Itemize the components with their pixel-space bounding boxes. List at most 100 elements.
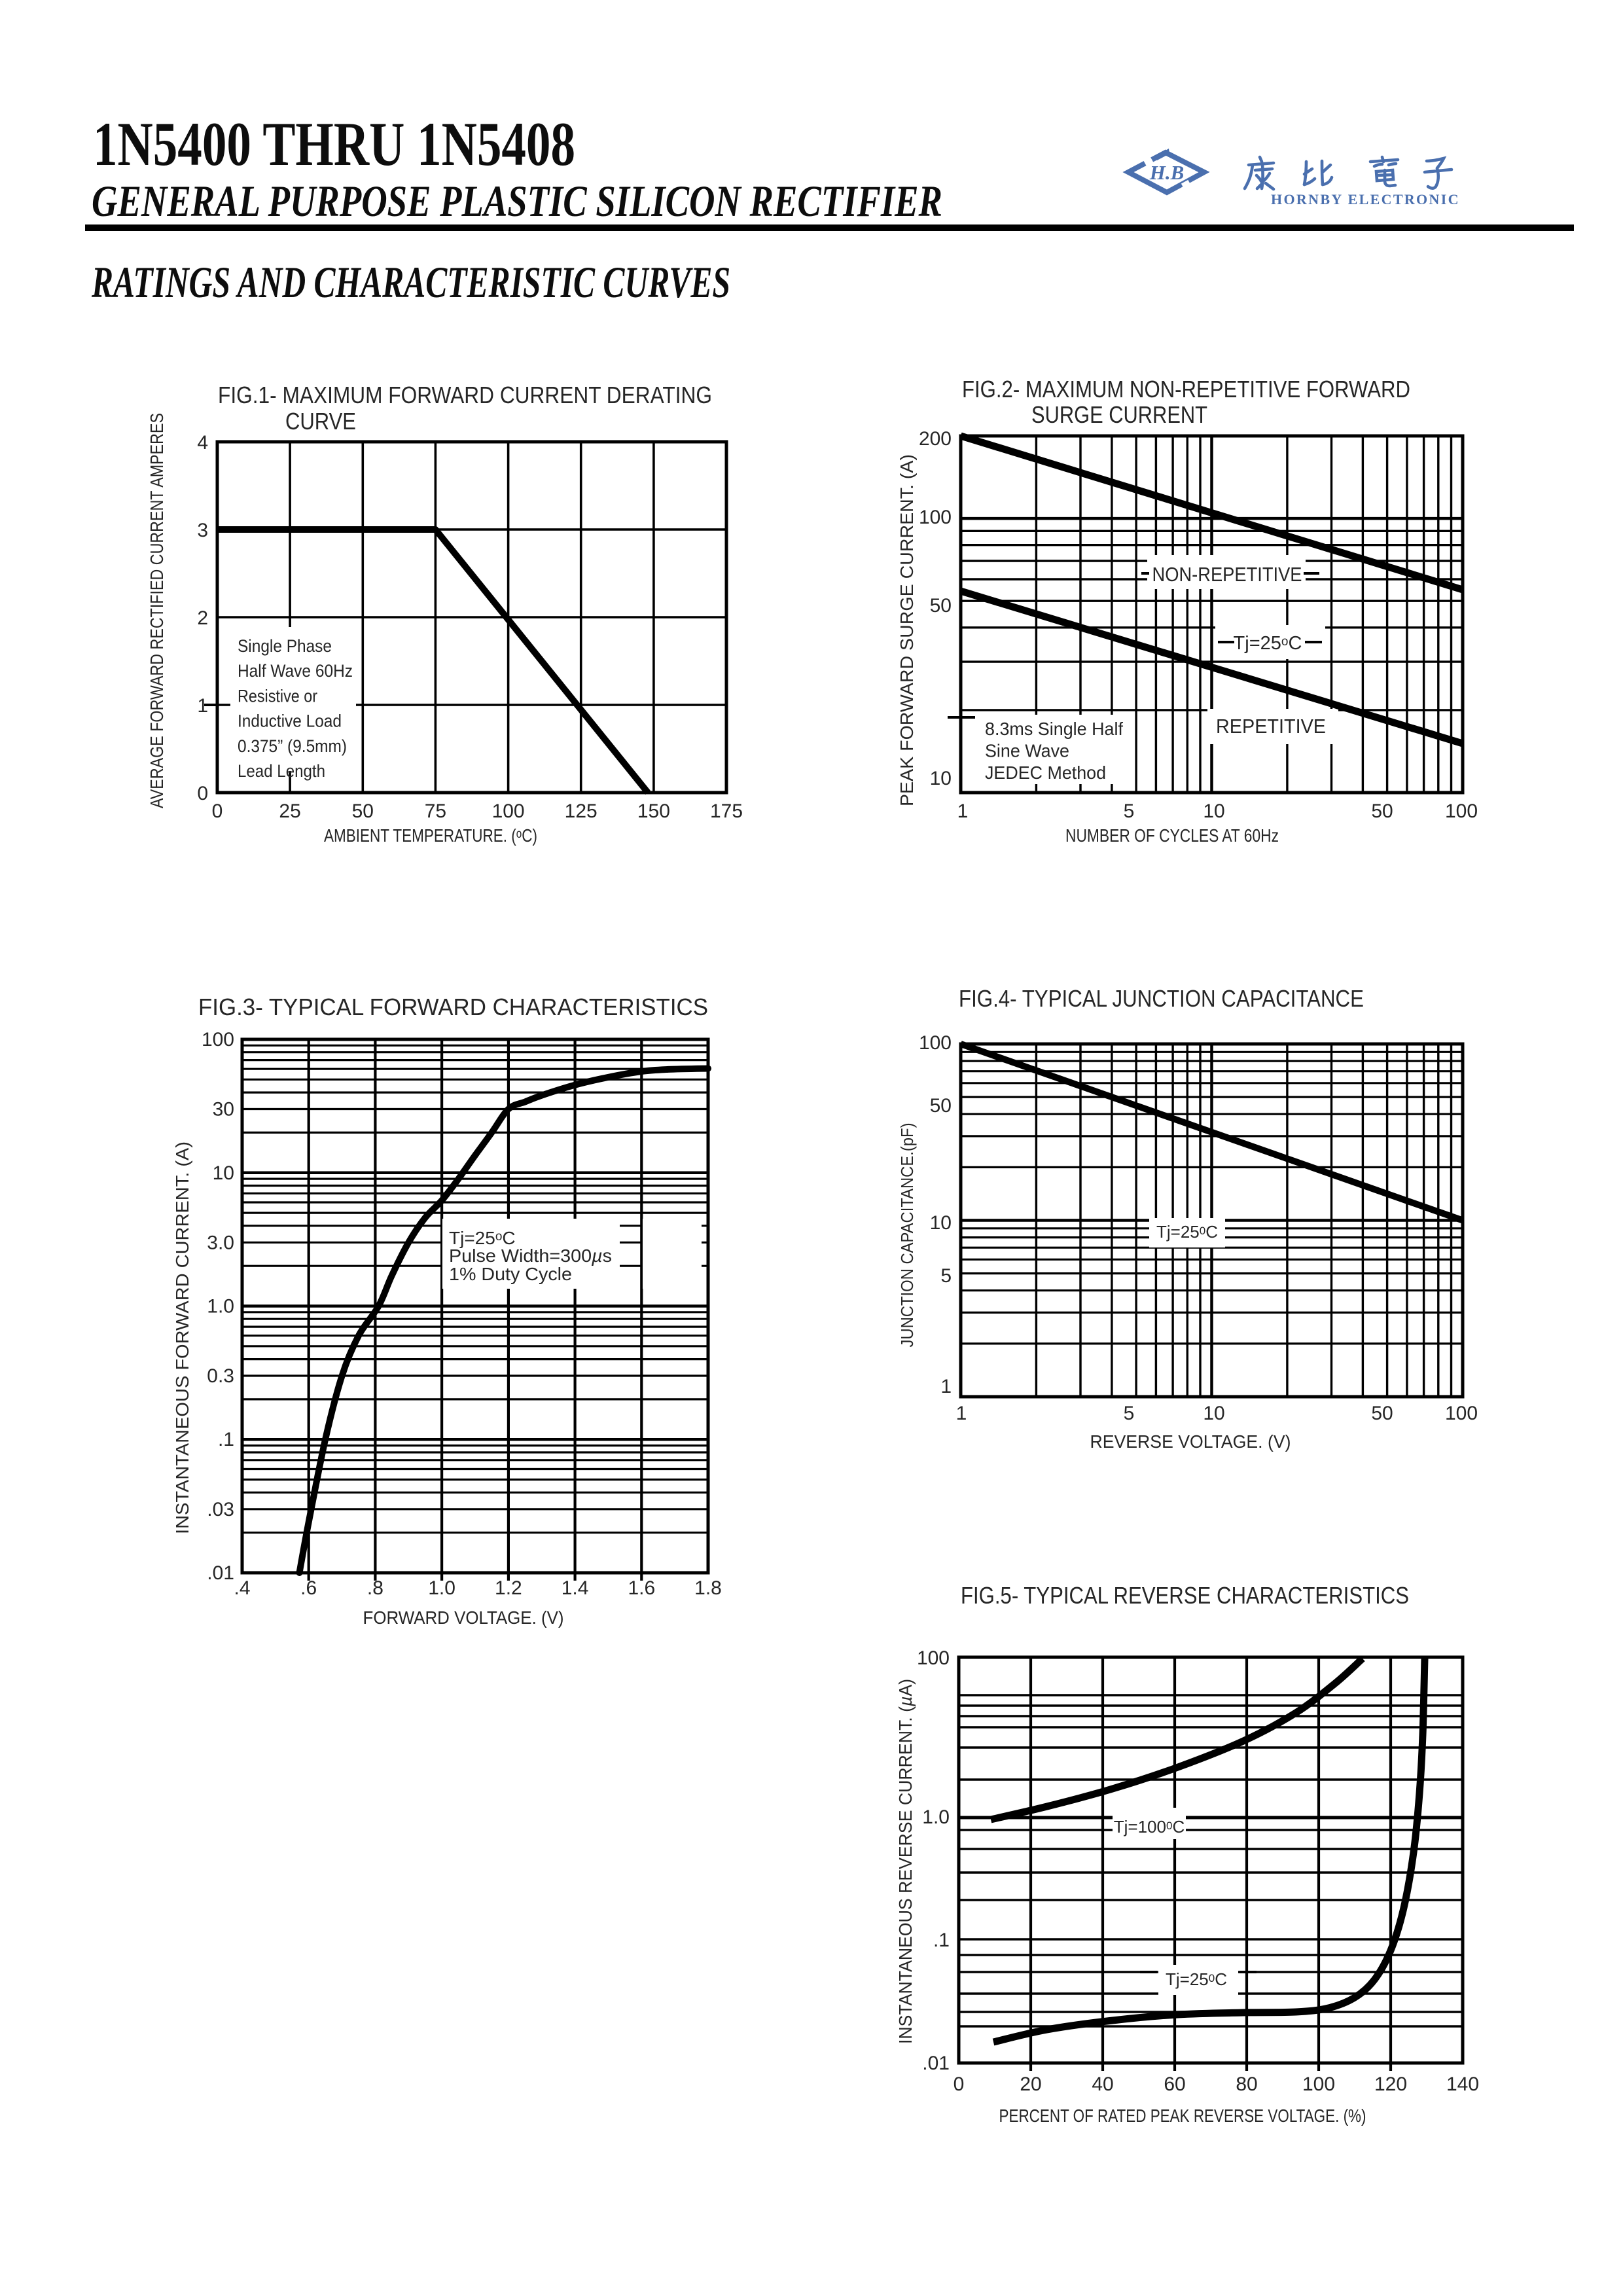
svg-text:REPETITIVE: REPETITIVE: [1216, 715, 1326, 738]
svg-text:8.3ms Single Half: 8.3ms Single Half: [985, 719, 1123, 739]
svg-text:140: 140: [1446, 2073, 1479, 2095]
svg-text:1% Duty Cycle: 1% Duty Cycle: [449, 1264, 572, 1284]
svg-text:30: 30: [213, 1099, 234, 1121]
svg-text:10: 10: [1203, 800, 1224, 822]
svg-text:20: 20: [1020, 2073, 1041, 2095]
svg-text:2: 2: [197, 607, 208, 629]
svg-text:100: 100: [919, 1032, 952, 1054]
svg-text:10: 10: [930, 768, 952, 789]
svg-text:1: 1: [957, 800, 969, 822]
svg-text:1N5400 THRU 1N5408: 1N5400 THRU 1N5408: [93, 109, 575, 179]
svg-text:Lead Length: Lead Length: [238, 761, 325, 781]
svg-text:FIG.2- MAXIMUM NON-REPETITIVE: FIG.2- MAXIMUM NON-REPETITIVE FORWARD: [962, 376, 1410, 403]
svg-text:Resistive or: Resistive or: [238, 686, 317, 706]
svg-text:.03: .03: [207, 1499, 234, 1520]
svg-text:10: 10: [1203, 1403, 1224, 1424]
svg-text:1.4: 1.4: [562, 1577, 589, 1599]
svg-text:.01: .01: [922, 2053, 950, 2074]
svg-text:40: 40: [1092, 2073, 1113, 2095]
svg-text:5: 5: [1124, 1403, 1135, 1424]
svg-text:Sine Wave: Sine Wave: [985, 741, 1069, 761]
svg-text:3.0: 3.0: [207, 1232, 234, 1253]
svg-text:H.B: H.B: [1149, 161, 1185, 184]
svg-text:50: 50: [1371, 1403, 1393, 1424]
svg-text:100: 100: [919, 507, 952, 528]
svg-text:4: 4: [197, 432, 208, 454]
svg-text:Half Wave 60Hz: Half Wave 60Hz: [238, 661, 353, 681]
svg-text:Tj=25oC: Tj=25oC: [449, 1228, 516, 1248]
svg-text:1.0: 1.0: [207, 1296, 234, 1318]
svg-text:SURGE CURRENT: SURGE CURRENT: [1031, 401, 1207, 428]
svg-text:50: 50: [1371, 800, 1393, 822]
svg-text:GENERAL PURPOSE PLASTIC SILICO: GENERAL PURPOSE PLASTIC SILICON RECTIFIE…: [92, 176, 942, 226]
svg-text:100: 100: [492, 800, 525, 822]
svg-text:0: 0: [212, 800, 223, 822]
svg-text:Tj=250C: Tj=250C: [1166, 1969, 1227, 1989]
svg-text:1.8: 1.8: [694, 1577, 722, 1599]
svg-text:100: 100: [202, 1029, 234, 1050]
svg-text:RATINGS AND CHARACTERISTIC CUR: RATINGS AND CHARACTERISTIC CURVES: [91, 257, 730, 307]
svg-text:JEDEC Method: JEDEC Method: [985, 762, 1106, 783]
svg-text:80: 80: [1236, 2073, 1257, 2095]
svg-text:NON-REPETITIVE: NON-REPETITIVE: [1152, 563, 1302, 586]
svg-text:.4: .4: [234, 1577, 250, 1599]
svg-text:0: 0: [197, 783, 208, 804]
svg-text:FIG.1- MAXIMUM FORWARD CURRENT: FIG.1- MAXIMUM FORWARD CURRENT DERATING: [218, 382, 712, 408]
svg-text:60: 60: [1164, 2073, 1185, 2095]
svg-text:120: 120: [1374, 2073, 1407, 2095]
svg-text:Single Phase: Single Phase: [238, 636, 332, 656]
svg-text:175: 175: [710, 800, 743, 822]
svg-text:.01: .01: [207, 1562, 234, 1584]
svg-text:.1: .1: [933, 1929, 950, 1951]
svg-text:FIG.3- TYPICAL FORWARD CHARACT: FIG.3- TYPICAL FORWARD CHARACTERISTICS: [198, 994, 708, 1020]
svg-text:5: 5: [940, 1265, 952, 1287]
svg-text:100: 100: [1445, 1403, 1478, 1424]
svg-text:0.3: 0.3: [207, 1365, 234, 1387]
svg-text:125: 125: [565, 800, 597, 822]
svg-text:Tj=1000C: Tj=1000C: [1114, 1817, 1185, 1837]
svg-text:200: 200: [919, 428, 952, 450]
svg-text:NUMBER OF CYCLES AT 60Hz: NUMBER OF CYCLES AT 60Hz: [1065, 825, 1279, 846]
svg-text:100: 100: [917, 1647, 950, 1669]
svg-text:10: 10: [930, 1212, 952, 1234]
svg-text:Tj=25oC: Tj=25oC: [1234, 633, 1302, 654]
svg-text:PEAK FORWARD SURGE CURRENT. (A: PEAK FORWARD SURGE CURRENT. (A): [897, 454, 917, 806]
svg-text:0.375” (9.5mm): 0.375” (9.5mm): [238, 736, 347, 756]
svg-text:75: 75: [425, 800, 446, 822]
svg-text:50: 50: [930, 595, 952, 617]
svg-text:Tj=250C: Tj=250C: [1156, 1222, 1218, 1242]
svg-text:1.0: 1.0: [922, 1806, 950, 1828]
svg-text:1: 1: [197, 695, 208, 717]
svg-text:1.0: 1.0: [428, 1577, 455, 1599]
svg-text:1.2: 1.2: [495, 1577, 522, 1599]
svg-text:100: 100: [1445, 800, 1478, 822]
svg-text:100: 100: [1302, 2073, 1335, 2095]
svg-text:.8: .8: [367, 1577, 383, 1599]
svg-text:1.6: 1.6: [628, 1577, 655, 1599]
svg-text:HORNBY ELECTRONIC: HORNBY ELECTRONIC: [1271, 191, 1459, 207]
svg-text:REVERSE VOLTAGE. (V): REVERSE VOLTAGE. (V): [1090, 1431, 1291, 1452]
svg-text:50: 50: [352, 800, 374, 822]
svg-text:AMBIENT TEMPERATURE. (oC): AMBIENT TEMPERATURE. (oC): [324, 825, 537, 846]
svg-text:FORWARD VOLTAGE. (V): FORWARD VOLTAGE. (V): [363, 1607, 564, 1628]
svg-text:CURVE: CURVE: [285, 408, 356, 435]
svg-text:.6: .6: [300, 1577, 317, 1599]
svg-text:3: 3: [197, 520, 208, 541]
svg-text:FIG.5- TYPICAL REVERSE CHARACT: FIG.5- TYPICAL REVERSE CHARACTERISTICS: [961, 1582, 1409, 1609]
svg-text:10: 10: [213, 1162, 234, 1184]
svg-text:5: 5: [1124, 800, 1135, 822]
svg-text:1: 1: [956, 1403, 967, 1424]
svg-text:PERCENT OF RATED PEAK REVERSE: PERCENT OF RATED PEAK REVERSE VOLTAGE. (…: [999, 2106, 1366, 2126]
svg-text:INSTANTANEOUS REVERSE CURRENT.: INSTANTANEOUS REVERSE CURRENT. (µA): [895, 1679, 916, 2044]
svg-text:150: 150: [637, 800, 670, 822]
svg-text:Inductive Load: Inductive Load: [238, 711, 342, 731]
svg-text:1: 1: [940, 1376, 952, 1397]
svg-text:FIG.4- TYPICAL JUNCTION CAPACI: FIG.4- TYPICAL JUNCTION CAPACITANCE: [959, 985, 1364, 1012]
svg-text:INSTANTANEOUS FORWARD CURRENT.: INSTANTANEOUS FORWARD CURRENT. (A): [172, 1141, 192, 1534]
svg-text:JUNCTION CAPACITANCE.(pF): JUNCTION CAPACITANCE.(pF): [897, 1123, 917, 1348]
svg-text:0: 0: [954, 2073, 965, 2095]
svg-text:.1: .1: [218, 1429, 234, 1450]
svg-text:50: 50: [930, 1095, 952, 1117]
svg-text:AVERAGE FORWARD RECTIFIED CURR: AVERAGE FORWARD RECTIFIED CURRENT AMPERE…: [147, 413, 167, 808]
